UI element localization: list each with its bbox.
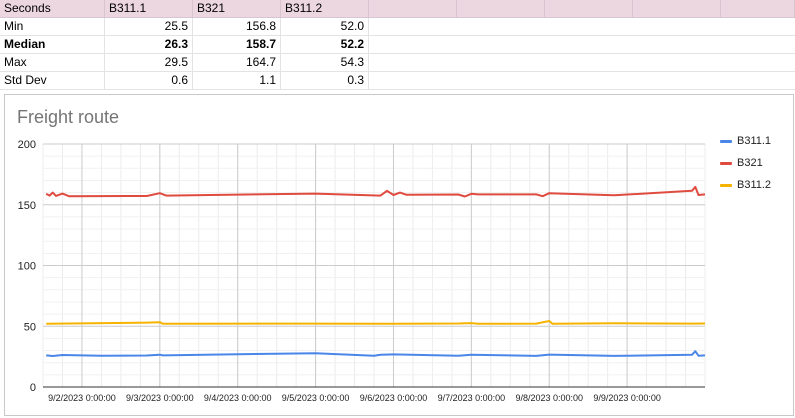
value-cell[interactable]: 158.7 [193, 36, 281, 54]
y-tick-label: 0 [30, 382, 36, 394]
series-line-b311-2 [46, 320, 706, 325]
series-line-b321 [45, 185, 706, 198]
x-tick-label: 9/3/2023 0:00:00 [126, 393, 194, 403]
header-row: Seconds B311.1 B321 B311.2 [0, 0, 795, 18]
spreadsheet-grid: Seconds B311.1 B321 B311.2 Min 25.5 156.… [0, 0, 795, 92]
table-row-max: Max 29.5 164.7 54.3 [0, 54, 795, 72]
value-cell[interactable]: 0.3 [281, 72, 369, 90]
embedded-chart[interactable]: Freight route 9/2/2023 0:00:00 9/3/2023 0… [4, 94, 794, 416]
value-cell[interactable]: 54.3 [281, 54, 369, 72]
value-cell[interactable]: 0.6 [105, 72, 193, 90]
x-tick-label: 9/6/2023 0:00:00 [360, 393, 428, 403]
row-label-cell[interactable]: Min [0, 18, 105, 36]
x-tick-label: 9/4/2023 0:00:00 [204, 393, 272, 403]
chart-title: Freight route [17, 107, 120, 127]
x-tick-label: 9/8/2023 0:00:00 [515, 393, 583, 403]
row-label-cell[interactable]: Max [0, 54, 105, 72]
legend-item[interactable]: B311.1 [720, 135, 790, 157]
x-tick-label: 9/2/2023 0:00:00 [48, 393, 116, 403]
table-row-median: Median 26.3 158.7 52.2 [0, 36, 795, 54]
value-cell[interactable]: 29.5 [105, 54, 193, 72]
table-row-min: Min 25.5 156.8 52.0 [0, 18, 795, 36]
x-tick-label: 9/9/2023 0:00:00 [593, 393, 661, 403]
empty-cell[interactable] [369, 0, 457, 18]
value-cell[interactable]: 156.8 [193, 18, 281, 36]
legend-swatch [720, 140, 732, 143]
y-tick-label: 200 [18, 139, 36, 151]
value-cell[interactable]: 25.5 [105, 18, 193, 36]
table-row-std-dev: Std Dev 0.6 1.1 0.3 [0, 72, 795, 90]
value-cell[interactable]: 52.2 [281, 36, 369, 54]
y-tick-label: 100 [18, 261, 36, 273]
legend-swatch [720, 162, 732, 165]
chart-legend[interactable]: B311.1 B321 B311.2 [720, 135, 790, 201]
series-line-b311-1 [46, 350, 706, 357]
y-tick-label: 150 [18, 200, 36, 212]
header-cell-seconds[interactable]: Seconds [0, 0, 105, 18]
legend-label: B311.2 [737, 179, 772, 191]
value-cell[interactable]: 164.7 [193, 54, 281, 72]
header-cell-b321[interactable]: B321 [193, 0, 281, 18]
legend-item[interactable]: B311.2 [720, 179, 790, 201]
legend-item[interactable]: B321 [720, 157, 790, 179]
empty-cell[interactable] [545, 0, 633, 18]
x-tick-label: 9/7/2023 0:00:00 [438, 393, 506, 403]
line-chart: 9/2/2023 0:00:00 9/3/2023 0:00:00 9/4/2023… [18, 139, 706, 403]
x-tick-label: 9/5/2023 0:00:00 [282, 393, 350, 403]
empty-cell[interactable] [457, 0, 545, 18]
value-cell[interactable]: 26.3 [105, 36, 193, 54]
empty-cell[interactable] [721, 0, 795, 18]
row-label-cell[interactable]: Std Dev [0, 72, 105, 90]
value-cell[interactable]: 52.0 [281, 18, 369, 36]
header-cell-b311-1[interactable]: B311.1 [105, 0, 193, 18]
legend-swatch [720, 184, 732, 187]
y-tick-label: 50 [24, 321, 36, 333]
legend-label: B311.1 [737, 135, 772, 147]
empty-cell[interactable] [633, 0, 721, 18]
row-label-cell[interactable]: Median [0, 36, 105, 54]
header-cell-b311-2[interactable]: B311.2 [281, 0, 369, 18]
value-cell[interactable]: 1.1 [193, 72, 281, 90]
legend-label: B321 [737, 157, 763, 169]
